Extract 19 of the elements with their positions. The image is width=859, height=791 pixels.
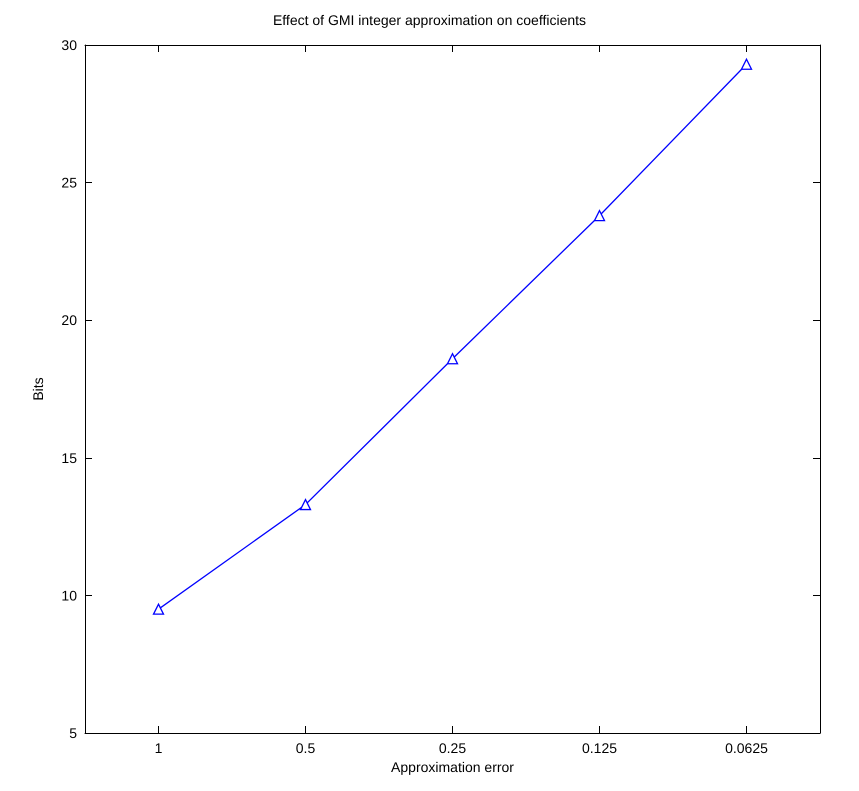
point	[446, 353, 458, 364]
y-tick-label: 30	[61, 37, 78, 53]
point	[152, 604, 164, 615]
point	[594, 210, 606, 222]
y-tick-label: 5	[69, 725, 78, 741]
x-tick-label: 0.25	[438, 740, 466, 756]
y-axis-title: Bits	[30, 377, 46, 401]
x-tick-label: 0.125	[582, 740, 618, 756]
y-tick-label: 15	[61, 450, 78, 466]
y-tick-label: 25	[61, 174, 78, 191]
chart-title: Effect of GMI integer approximation on coefficients	[272, 12, 586, 28]
point	[300, 498, 312, 510]
x-tick-label: 0.5	[296, 740, 316, 756]
point	[740, 58, 752, 70]
y-tick-label: 20	[61, 312, 78, 328]
x-tick-label: 0.0625	[725, 740, 768, 756]
x-axis-title: Approximation error	[391, 758, 514, 775]
y-tick-label: 10	[61, 587, 78, 604]
x-tick-label: 1	[154, 740, 163, 756]
